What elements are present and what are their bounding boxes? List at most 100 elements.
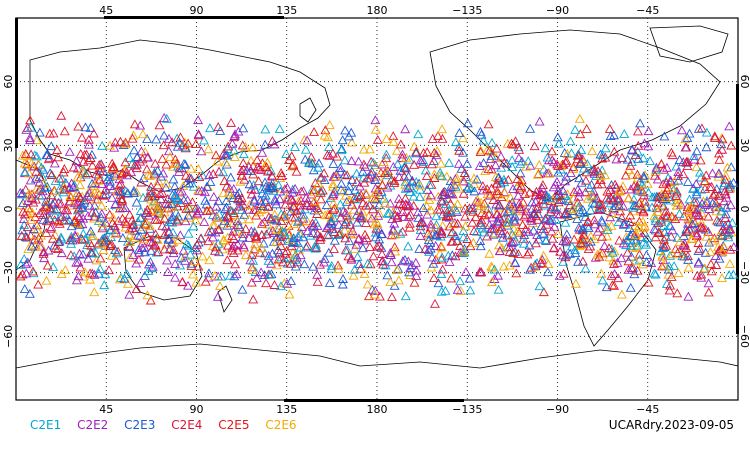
observation-marker — [704, 237, 714, 247]
observation-marker — [502, 217, 513, 227]
observation-marker — [272, 245, 283, 255]
observation-marker — [220, 203, 231, 213]
observation-marker — [595, 203, 606, 213]
observation-marker — [577, 225, 588, 235]
observation-marker — [455, 276, 466, 286]
observation-marker — [207, 232, 218, 242]
observation-marker — [203, 236, 214, 246]
observation-marker — [181, 203, 192, 213]
observation-marker — [518, 197, 529, 207]
observation-marker — [515, 204, 526, 214]
observation-marker — [542, 152, 553, 162]
observation-marker — [260, 181, 271, 191]
observation-marker — [717, 247, 728, 256]
observation-marker — [206, 226, 217, 236]
observation-marker — [135, 206, 146, 215]
observation-marker — [503, 174, 514, 184]
observation-marker — [510, 211, 521, 221]
observation-marker — [652, 197, 663, 207]
observation-marker — [650, 232, 661, 242]
observation-marker — [43, 245, 54, 255]
observation-marker — [38, 247, 49, 256]
observation-marker — [633, 153, 644, 163]
observation-marker — [551, 176, 562, 186]
observation-marker — [625, 184, 636, 194]
observation-marker — [478, 227, 489, 237]
observation-marker — [326, 263, 337, 273]
observation-marker — [257, 201, 268, 211]
observation-marker — [437, 124, 447, 134]
observation-marker — [469, 173, 479, 183]
observation-marker — [515, 168, 526, 178]
observation-marker — [56, 199, 67, 209]
observation-marker — [366, 166, 377, 176]
observation-marker — [75, 262, 86, 272]
legend-item-c2e3: C2E3 — [124, 418, 156, 432]
observation-marker — [95, 166, 106, 176]
observation-marker — [28, 266, 38, 276]
observation-marker — [593, 166, 604, 176]
observation-marker — [107, 218, 118, 228]
observation-marker — [426, 205, 436, 215]
observation-marker — [491, 143, 502, 153]
observation-marker — [237, 140, 248, 150]
observation-marker — [125, 252, 135, 262]
observation-marker — [19, 253, 30, 263]
observation-marker — [336, 178, 347, 188]
observation-marker — [659, 131, 670, 141]
observation-marker — [344, 236, 355, 246]
observation-marker — [637, 259, 648, 269]
observation-marker — [716, 139, 727, 149]
observation-marker — [446, 273, 457, 283]
observation-marker — [507, 229, 518, 239]
observation-marker — [368, 157, 379, 167]
observation-marker — [621, 240, 632, 250]
observation-marker — [319, 257, 330, 267]
observation-marker — [15, 259, 26, 269]
observation-marker — [132, 230, 143, 240]
observation-marker — [70, 190, 81, 200]
observation-marker — [89, 287, 100, 297]
observation-marker — [625, 282, 636, 292]
observation-marker — [381, 167, 392, 177]
observation-marker — [159, 130, 170, 140]
observation-marker — [32, 220, 43, 230]
observation-marker — [429, 273, 439, 282]
observation-marker — [191, 139, 201, 148]
observation-marker — [46, 170, 57, 180]
observation-marker — [115, 186, 126, 196]
observation-marker — [231, 269, 242, 279]
observation-marker — [616, 212, 627, 222]
observation-marker — [657, 250, 668, 260]
observation-marker — [388, 161, 399, 171]
observation-marker — [181, 239, 192, 249]
observation-marker — [163, 146, 174, 156]
observation-marker — [458, 246, 469, 256]
observation-marker — [203, 272, 214, 282]
observation-marker — [565, 136, 576, 146]
observation-marker — [726, 140, 737, 150]
observation-marker — [89, 269, 100, 279]
observation-marker — [701, 127, 712, 137]
observation-marker — [46, 141, 57, 151]
observation-marker — [186, 173, 197, 183]
observation-marker — [388, 224, 399, 234]
observation-marker — [211, 150, 221, 160]
observation-marker — [408, 191, 419, 201]
observation-marker — [257, 147, 268, 157]
observation-marker — [382, 270, 393, 280]
observation-marker — [389, 176, 400, 186]
observation-marker — [246, 155, 257, 165]
observation-marker — [267, 225, 278, 235]
observation-marker — [228, 192, 239, 202]
observation-marker — [613, 216, 624, 226]
observation-marker — [725, 179, 736, 189]
observation-marker — [428, 258, 439, 268]
observation-marker — [29, 150, 40, 160]
observation-marker — [218, 167, 229, 177]
observation-marker — [409, 141, 420, 151]
observation-marker — [86, 149, 97, 159]
observation-marker — [96, 159, 107, 169]
observation-marker — [543, 259, 554, 269]
observation-marker — [300, 144, 311, 154]
